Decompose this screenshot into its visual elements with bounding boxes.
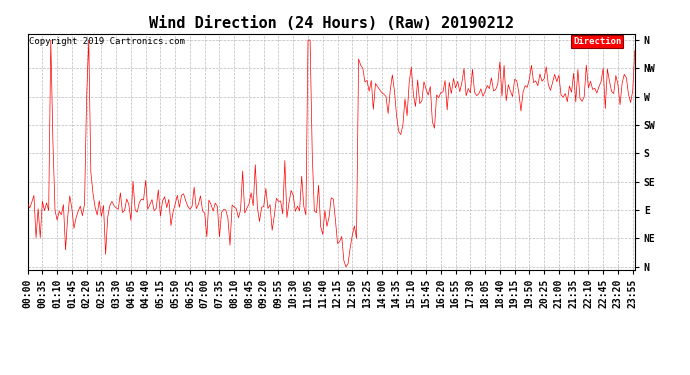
Text: Copyright 2019 Cartronics.com: Copyright 2019 Cartronics.com — [29, 37, 185, 46]
Title: Wind Direction (24 Hours) (Raw) 20190212: Wind Direction (24 Hours) (Raw) 20190212 — [149, 16, 513, 31]
Text: Direction: Direction — [573, 37, 622, 46]
